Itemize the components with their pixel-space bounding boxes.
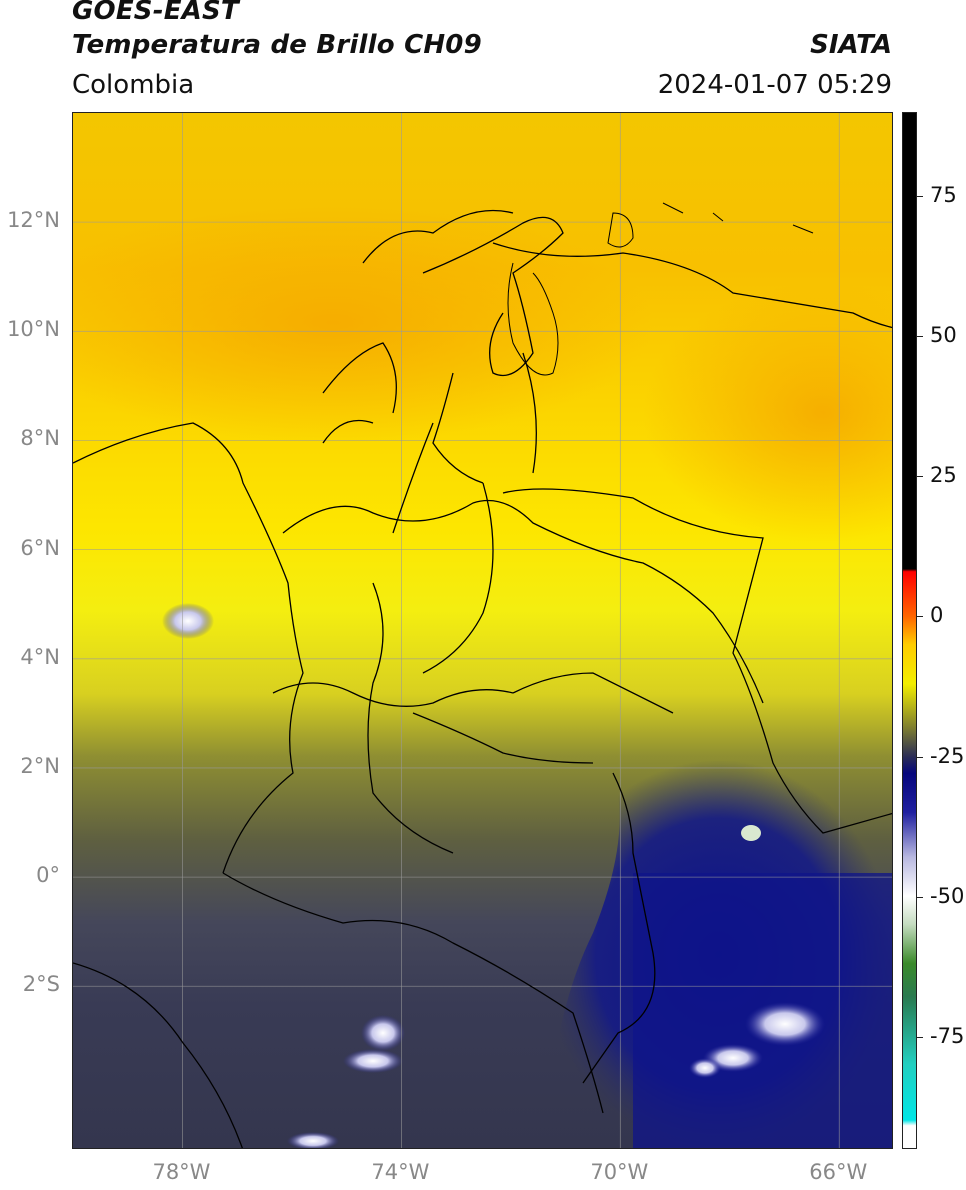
colorbar-label: -75 bbox=[930, 1023, 965, 1048]
colorbar-tick bbox=[917, 1036, 923, 1038]
longitude-label: 66°W bbox=[809, 1160, 868, 1184]
organization-label: SIATA bbox=[810, 30, 892, 60]
latitude-label: 0° bbox=[36, 863, 60, 888]
cloud-cluster bbox=[287, 1132, 339, 1148]
colorbar-label: 0 bbox=[930, 603, 944, 628]
colorbar-label: -50 bbox=[930, 883, 965, 908]
longitude-label: 74°W bbox=[371, 1160, 430, 1184]
latitude-label: 2°S bbox=[22, 972, 60, 997]
cloud-cluster bbox=[361, 1015, 405, 1051]
colorbar-tick bbox=[917, 616, 923, 618]
cloud-cluster bbox=[343, 1049, 403, 1073]
colorbar-tick bbox=[917, 896, 923, 898]
colorbar-tick bbox=[917, 756, 923, 758]
coastline bbox=[507, 202, 814, 376]
map-canvas bbox=[73, 113, 892, 1148]
timestamp-label: 2024-01-07 05:29 bbox=[657, 70, 892, 100]
latitude-label: 12°N bbox=[7, 208, 60, 233]
colorbar-label: 25 bbox=[930, 463, 957, 488]
warm-region bbox=[73, 203, 653, 443]
latitude-label: 2°N bbox=[20, 753, 60, 778]
country-borders bbox=[73, 209, 892, 1148]
warm-region-east bbox=[643, 283, 892, 543]
graticule bbox=[73, 113, 892, 1148]
cloud-cluster bbox=[745, 1002, 825, 1046]
satellite-title: GOES-EAST bbox=[72, 0, 239, 26]
cloud-cluster bbox=[162, 603, 214, 639]
latitude-label: 4°N bbox=[20, 644, 60, 669]
cloud-cluster bbox=[741, 825, 761, 841]
longitude-label: 78°W bbox=[152, 1160, 211, 1184]
satellite-map bbox=[72, 112, 893, 1149]
colorbar-tick bbox=[917, 196, 923, 198]
colorbar-tick bbox=[917, 476, 923, 478]
colorbar-label: 50 bbox=[930, 323, 957, 348]
colorbar-label: 75 bbox=[930, 183, 957, 208]
latitude-label: 8°N bbox=[20, 426, 60, 451]
latitude-label: 10°N bbox=[7, 317, 60, 342]
colorbar-tick bbox=[917, 336, 923, 338]
colorbar bbox=[902, 112, 917, 1149]
region-label: Colombia bbox=[72, 70, 195, 100]
longitude-label: 70°W bbox=[590, 1160, 649, 1184]
colorbar-label: -25 bbox=[930, 743, 965, 768]
cloud-cluster bbox=[689, 1058, 721, 1078]
product-title: Temperatura de Brillo CH09 bbox=[72, 30, 482, 60]
latitude-label: 6°N bbox=[20, 535, 60, 560]
